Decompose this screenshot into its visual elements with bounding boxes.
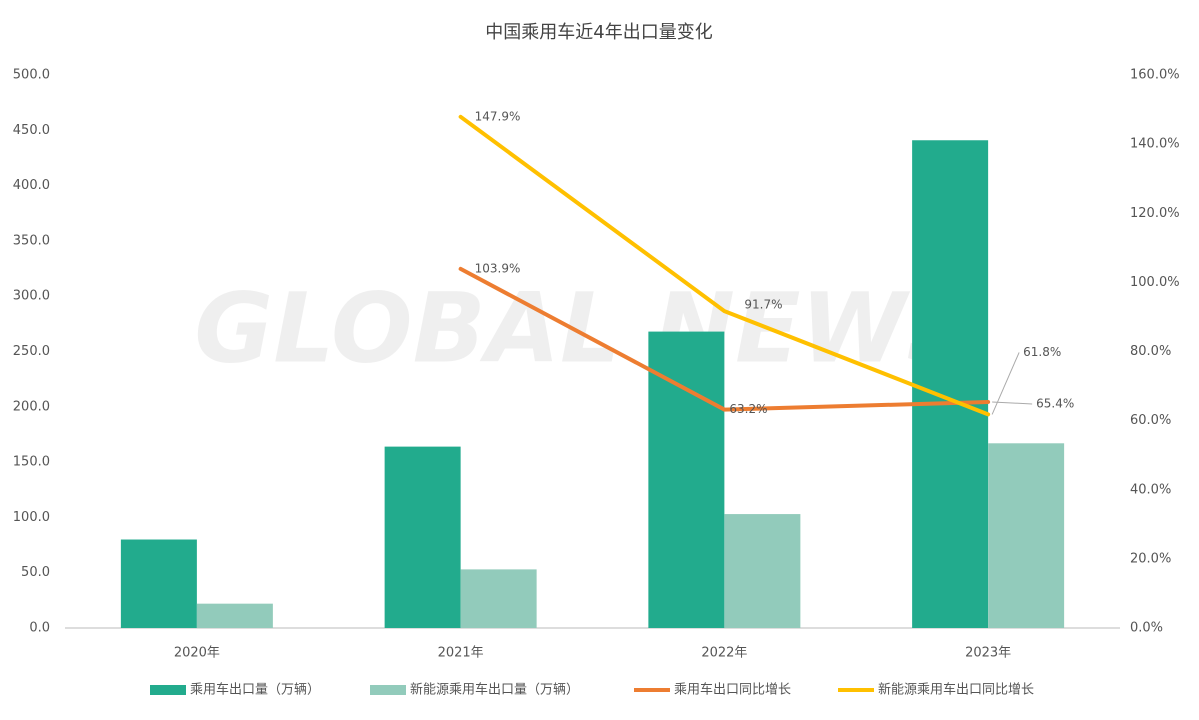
y-tick-label: 250.0 xyxy=(13,344,50,359)
x-tick-label: 2022年 xyxy=(701,646,747,661)
chart-title: 中国乘用车近4年出口量变化 xyxy=(485,22,712,43)
bar xyxy=(648,331,725,628)
watermark: GLOBAL NEWS xyxy=(194,272,975,384)
y-tick-label: 150.0 xyxy=(13,455,50,470)
bar xyxy=(912,140,989,628)
bar xyxy=(460,569,537,628)
bar xyxy=(384,446,461,628)
bar xyxy=(196,603,273,628)
legend-label: 新能源乘用车出口同比增长 xyxy=(878,682,1034,698)
y2-tick-label: 100.0% xyxy=(1130,275,1180,290)
line xyxy=(458,266,991,412)
x-tick-label: 2021年 xyxy=(438,646,484,661)
y2-tick-label: 60.0% xyxy=(1130,413,1171,428)
y2-tick-label: 120.0% xyxy=(1130,206,1180,221)
y2-tick-label: 40.0% xyxy=(1130,482,1171,497)
data-label: 65.4% xyxy=(1036,396,1074,410)
line xyxy=(458,114,991,417)
y-tick-label: 500.0 xyxy=(13,68,50,83)
data-label: 63.2% xyxy=(729,402,767,416)
y-tick-label: 350.0 xyxy=(13,233,50,248)
y2-tick-label: 80.0% xyxy=(1130,344,1171,359)
x-tick-label: 2020年 xyxy=(174,646,220,661)
leader-line xyxy=(992,401,1033,405)
y2-tick-label: 140.0% xyxy=(1130,137,1180,152)
y-tick-label: 0.0 xyxy=(29,621,50,636)
legend-label: 乘用车出口同比增长 xyxy=(674,682,791,698)
y-tick-label: 50.0 xyxy=(21,565,50,580)
y2-tick-label: 160.0% xyxy=(1130,68,1180,83)
y2-tick-label: 20.0% xyxy=(1130,551,1171,566)
legend-swatch xyxy=(370,685,406,695)
y2-tick-label: 0.0% xyxy=(1130,621,1163,636)
bar xyxy=(120,539,197,628)
y-tick-label: 400.0 xyxy=(13,178,50,193)
x-tick-label: 2023年 xyxy=(965,646,1011,661)
y-tick-label: 100.0 xyxy=(13,510,50,525)
y-tick-label: 300.0 xyxy=(13,289,50,304)
legend-label: 新能源乘用车出口量（万辆） xyxy=(410,682,579,698)
data-label: 103.9% xyxy=(475,261,521,275)
bar xyxy=(724,514,801,628)
leader-line xyxy=(991,352,1020,415)
y-tick-label: 450.0 xyxy=(13,123,50,138)
data-label: 147.9% xyxy=(475,109,521,123)
legend-label: 乘用车出口量（万辆） xyxy=(190,682,320,698)
bar xyxy=(988,443,1065,628)
legend-swatch xyxy=(150,685,186,695)
data-label: 61.8% xyxy=(1023,345,1061,359)
y-tick-label: 200.0 xyxy=(13,399,50,414)
data-label: 91.7% xyxy=(744,298,782,312)
